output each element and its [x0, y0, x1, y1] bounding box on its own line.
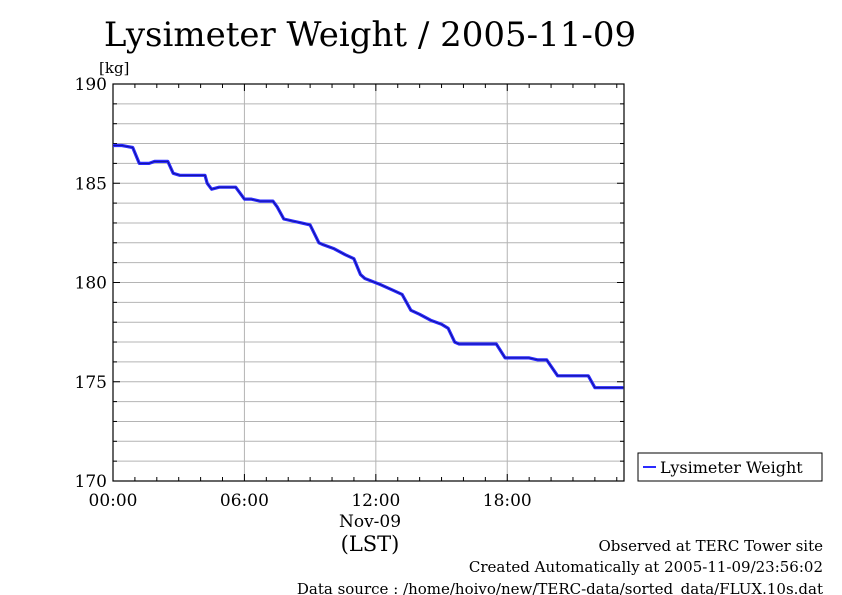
x-tick-label: 18:00	[483, 491, 532, 511]
gridlines	[113, 84, 624, 481]
x-tick-label: 06:00	[220, 491, 269, 511]
series-line-core	[113, 145, 624, 389]
y-tick-label: 190	[75, 75, 107, 95]
legend-box	[637, 452, 823, 482]
x-axis-date-label: Nov-09	[339, 512, 401, 532]
x-axis-title: (LST)	[341, 532, 400, 556]
x-tick-label: 00:00	[89, 491, 138, 511]
footer-created-note: Created Automatically at 2005-11-09/23:5…	[469, 558, 823, 576]
legend-label: Lysimeter Weight	[660, 458, 803, 477]
y-tick-label: 180	[75, 274, 107, 294]
series-line	[113, 143, 624, 390]
x-tick-label: 12:00	[351, 491, 400, 511]
footer-data-source: Data source : /home/hoivo/new/TERC-data/…	[297, 580, 823, 595]
axis-ticks: 170 175 180 185 190 00:00 06:00 12:00 18:00	[75, 75, 624, 511]
y-axis-unit-label: [kg]	[99, 59, 129, 77]
series-layer	[113, 143, 624, 390]
footer-site-note: Observed at TERC Tower site	[598, 537, 823, 555]
legend: Lysimeter Weight	[637, 452, 823, 482]
y-tick-label: 185	[75, 174, 107, 194]
chart-title: Lysimeter Weight / 2005-11-09	[104, 15, 636, 55]
y-tick-label: 170	[75, 472, 107, 492]
y-tick-label: 175	[75, 373, 107, 393]
